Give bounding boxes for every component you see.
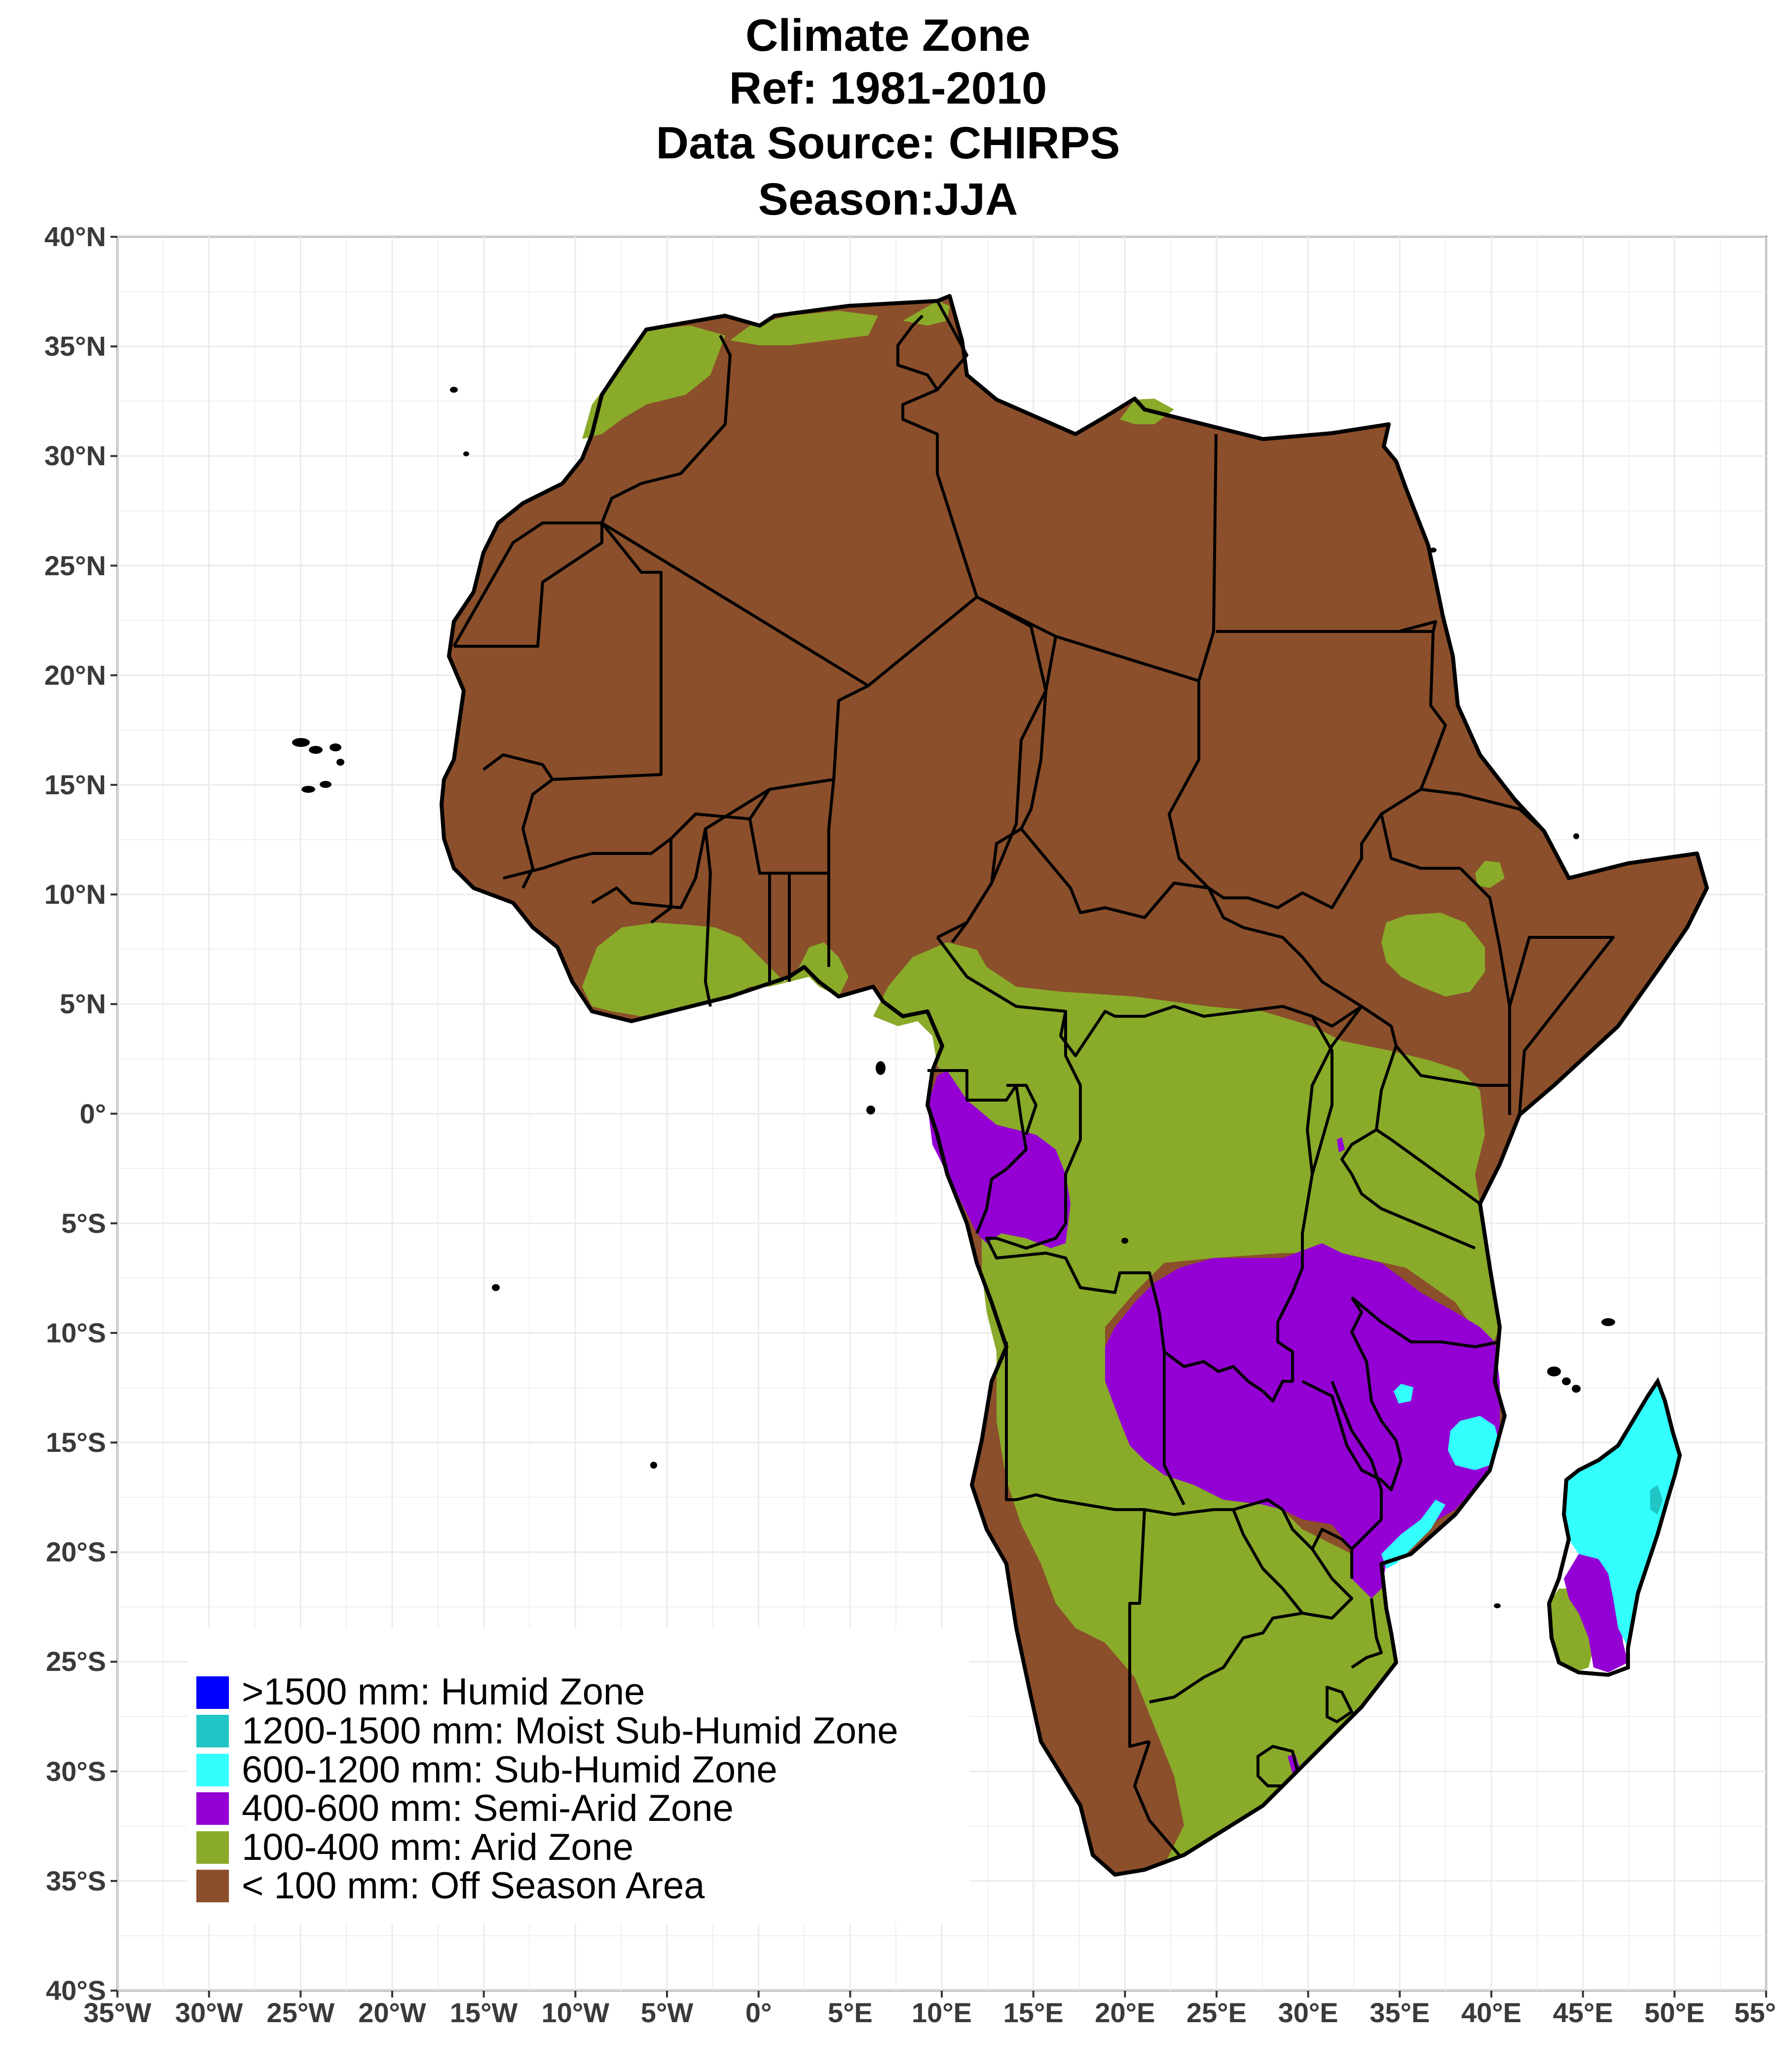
lat-tick-label: 40°S	[45, 1975, 106, 2006]
map-title-line-2: Ref: 1981-2010	[729, 63, 1047, 113]
lon-tick-label: 25°W	[266, 1997, 335, 2028]
lat-tick-label: 25°N	[44, 550, 106, 581]
islands	[292, 387, 1615, 1608]
lon-tick-label: 40°E	[1461, 1997, 1522, 2028]
lat-tick-label: 5°S	[61, 1207, 106, 1239]
lat-tick-label: 10°S	[45, 1317, 106, 1348]
map-title-line-4: Season:JJA	[758, 174, 1018, 224]
lon-tick-label: 55°	[1734, 1997, 1776, 2028]
country-borders	[452, 300, 1615, 1856]
moist-sub-humid-zone-madagascar	[1650, 1485, 1663, 1515]
lon-tick-label: 45°E	[1553, 1997, 1613, 2028]
sub-humid-zone-malawi	[1394, 1384, 1413, 1404]
lon-tick-label: 5°E	[827, 1997, 873, 2028]
arid-zone-ethiopia-small	[1475, 861, 1505, 888]
lat-tick-label: 30°N	[44, 440, 106, 472]
lon-tick-label: 0°	[745, 1997, 772, 2028]
sub-humid-zone-mozambique-coast	[1381, 1500, 1445, 1569]
lat-tick-label: 25°S	[45, 1646, 106, 1677]
axis-ticks	[111, 236, 1767, 1998]
arid-zone-ethiopia	[1381, 913, 1485, 997]
lon-tick-label: 15°W	[449, 1997, 518, 2028]
lon-tick-label: 10°E	[911, 1997, 972, 2028]
lat-tick-label: 20°N	[44, 659, 106, 691]
legend-label-sub-humid: 600-1200 mm: Sub-Humid Zone	[242, 1749, 777, 1791]
sub-humid-zone-madagascar	[1564, 1381, 1680, 1648]
legend-swatch-semi-arid	[196, 1792, 229, 1825]
lon-tick-label: 25°E	[1186, 1997, 1247, 2028]
map-title-line-1: Climate Zone	[745, 10, 1031, 61]
lat-tick-label: 15°S	[45, 1427, 106, 1458]
lon-tick-label: 20°E	[1095, 1997, 1155, 2028]
map-title-line-3: Data Source: CHIRPS	[656, 118, 1120, 168]
lat-tick-label: 35°S	[45, 1865, 106, 1896]
lon-tick-label: 20°W	[358, 1997, 426, 2028]
semi-arid-zone-tanzania-spot	[1337, 1137, 1345, 1152]
arid-zone-west-africa-coast	[582, 923, 849, 1016]
legend-label-semi-arid: 400-600 mm: Semi-Arid Zone	[242, 1787, 734, 1829]
lon-tick-label: 50°E	[1644, 1997, 1705, 2028]
lon-tick-label: 5°W	[640, 1997, 694, 2028]
semi-arid-zone-gabon-congo	[927, 1071, 1071, 1248]
lat-tick-label: 40°N	[44, 221, 106, 252]
legend-label-humid: >1500 mm: Humid Zone	[242, 1671, 645, 1713]
lat-tick-label: 20°S	[45, 1536, 106, 1568]
lat-tick-label: 35°N	[44, 331, 106, 362]
arid-zone-algeria-coast	[730, 311, 878, 345]
legend-label-arid: 100-400 mm: Arid Zone	[242, 1826, 634, 1868]
lon-tick-label: 30°E	[1278, 1997, 1338, 2028]
lat-tick-label: 10°N	[44, 879, 106, 910]
legend-label-moist-sub-humid: 1200-1500 mm: Moist Sub-Humid Zone	[242, 1710, 898, 1752]
legend	[187, 1628, 969, 1924]
sub-humid-zone-areas	[1381, 1381, 1680, 1648]
arid-zone-morocco	[582, 326, 725, 439]
legend-swatch-humid	[196, 1676, 229, 1709]
legend-swatch-sub-humid	[196, 1754, 229, 1786]
sub-humid-zone-mozambique-north	[1448, 1416, 1500, 1470]
madagascar-outline	[1547, 1377, 1682, 1677]
lat-tick-label: 0°	[79, 1098, 106, 1129]
legend-label-off-season: < 100 mm: Off Season Area	[242, 1865, 705, 1907]
lon-tick-label: 15°E	[1003, 1997, 1064, 2028]
semi-arid-zone-east-southern	[1105, 1243, 1500, 1598]
legend-swatch-arid	[196, 1831, 229, 1864]
lat-tick-label: 15°N	[44, 769, 106, 800]
lon-tick-label: 10°W	[541, 1997, 610, 2028]
lon-tick-label: 35°W	[83, 1997, 151, 2028]
legend-background	[187, 1628, 969, 1924]
africa-coastline	[440, 294, 1709, 1877]
lat-tick-label: 5°N	[60, 988, 106, 1020]
lon-tick-label: 35°E	[1369, 1997, 1430, 2028]
lon-tick-label: 30°W	[175, 1997, 243, 2028]
arid-zone-tunisia	[903, 301, 950, 326]
legend-swatch-moist-sub-humid	[196, 1715, 229, 1747]
legend-swatch-off-season	[196, 1870, 229, 1902]
lat-tick-label: 30°S	[45, 1755, 106, 1787]
